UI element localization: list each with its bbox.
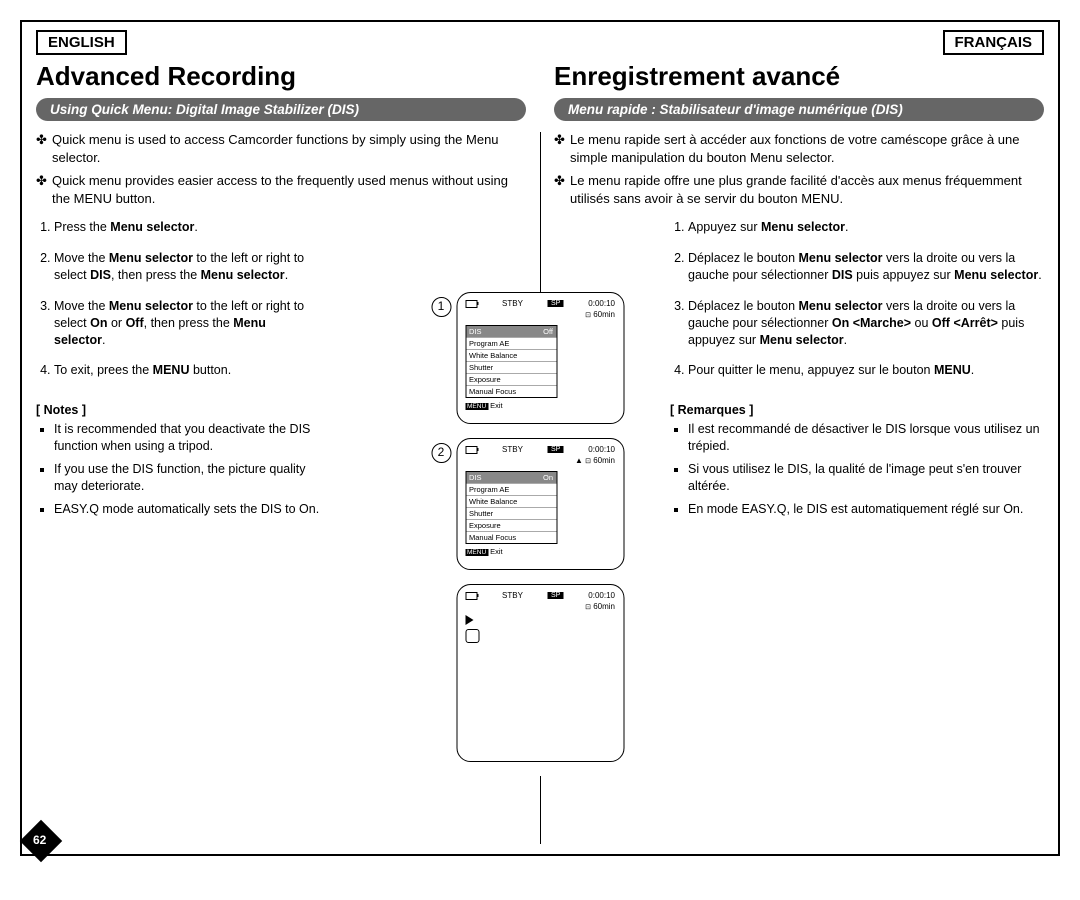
bullet: Le menu rapide sert à accéder aux foncti… bbox=[570, 131, 1044, 166]
bullet: Le menu rapide offre une plus grande fac… bbox=[570, 172, 1044, 207]
menu-item: Shutter bbox=[466, 508, 556, 520]
intro-bullets-french: Le menu rapide sert à accéder aux foncti… bbox=[554, 131, 1044, 207]
language-tag-french: FRANÇAIS bbox=[943, 30, 1045, 55]
stby-label: STBY bbox=[502, 299, 523, 308]
step: Press the Menu selector. bbox=[54, 219, 320, 236]
menu-item: Program AE bbox=[466, 338, 556, 350]
menu-item: Manual Focus bbox=[466, 532, 556, 543]
section-header-english: Using Quick Menu: Digital Image Stabiliz… bbox=[36, 98, 526, 121]
figure-number-2: 2 bbox=[431, 443, 451, 463]
battery-icon bbox=[465, 300, 477, 308]
time-label: 0:00:10 bbox=[588, 299, 615, 308]
bullet: Quick menu provides easier access to the… bbox=[52, 172, 526, 207]
time-label: 0:00:10 bbox=[588, 445, 615, 454]
intro-bullets-english: Quick menu is used to access Camcorder f… bbox=[36, 131, 526, 207]
tape-icon: ⊡ bbox=[585, 458, 591, 465]
lcd-screen-2: 2 STBY SP 0:00:10 ▲ ⊡ 60min DISOn Progra… bbox=[456, 438, 624, 570]
language-tag-english: ENGLISH bbox=[36, 30, 127, 55]
stby-label: STBY bbox=[502, 445, 523, 454]
note: It is recommended that you deactivate th… bbox=[54, 421, 320, 455]
manual-page: ENGLISH Advanced Recording Using Quick M… bbox=[20, 20, 1060, 856]
menu-button-label: MENU bbox=[465, 549, 488, 556]
stby-label: STBY bbox=[502, 591, 523, 600]
note: Il est recommandé de désactiver le DIS l… bbox=[688, 421, 1044, 455]
up-arrow-icon: ▲ bbox=[575, 456, 583, 465]
notes-label-french: [ Remarques ] bbox=[670, 403, 1044, 417]
exit-label: Exit bbox=[490, 401, 503, 410]
step: To exit, prees the MENU button. bbox=[54, 362, 320, 379]
sp-label: SP bbox=[548, 592, 563, 599]
menu-item: Exposure bbox=[466, 374, 556, 386]
steps-french: Appuyez sur Menu selector. Déplacez le b… bbox=[670, 219, 1044, 379]
menu-item: White Balance bbox=[466, 496, 556, 508]
page-number-badge: 62 bbox=[20, 826, 62, 856]
sp-label: SP bbox=[548, 300, 563, 307]
menu-item: White Balance bbox=[466, 350, 556, 362]
notes-label-english: [ Notes ] bbox=[36, 403, 320, 417]
dis-state-off: Off bbox=[543, 327, 553, 336]
bullet: Quick menu is used to access Camcorder f… bbox=[52, 131, 526, 166]
time-label: 0:00:10 bbox=[588, 591, 615, 600]
play-icon bbox=[465, 615, 473, 625]
page-number: 62 bbox=[33, 833, 46, 847]
title-english: Advanced Recording bbox=[36, 61, 526, 92]
step: Pour quitter le menu, appuyez sur le bou… bbox=[688, 362, 1044, 379]
step: Move the Menu selector to the left or ri… bbox=[54, 298, 320, 349]
section-header-french: Menu rapide : Stabilisateur d'image numé… bbox=[554, 98, 1044, 121]
note: If you use the DIS function, the picture… bbox=[54, 461, 320, 495]
lcd-screen-3: STBY SP 0:00:10 ⊡ 60min bbox=[456, 584, 624, 762]
menu-item: Manual Focus bbox=[466, 386, 556, 397]
menu-header: DIS bbox=[469, 327, 482, 336]
notes-english: It is recommended that you deactivate th… bbox=[36, 421, 320, 517]
steps-english: Press the Menu selector. Move the Menu s… bbox=[36, 219, 320, 379]
step: Appuyez sur Menu selector. bbox=[688, 219, 1044, 236]
step: Déplacez le bouton Menu selector vers la… bbox=[688, 298, 1044, 349]
battery-icon bbox=[465, 592, 477, 600]
dis-state-on: On bbox=[543, 473, 553, 482]
note: Si vous utilisez le DIS, la qualité de l… bbox=[688, 461, 1044, 495]
step: Move the Menu selector to the left or ri… bbox=[54, 250, 320, 284]
step: Déplacez le bouton Menu selector vers la… bbox=[688, 250, 1044, 284]
figure-number-1: 1 bbox=[431, 297, 451, 317]
menu-button-label: MENU bbox=[465, 403, 488, 410]
note: En mode EASY.Q, le DIS est automatiqueme… bbox=[688, 501, 1044, 518]
tape-icon: ⊡ bbox=[585, 604, 591, 611]
dis-hand-icon bbox=[465, 629, 479, 643]
remain-label: 60min bbox=[593, 456, 615, 465]
sp-label: SP bbox=[548, 446, 563, 453]
menu-item: Exposure bbox=[466, 520, 556, 532]
lcd-screen-1: 1 STBY SP 0:00:10 ⊡ 60min DISOff Program… bbox=[456, 292, 624, 424]
menu-item: Shutter bbox=[466, 362, 556, 374]
remain-label: 60min bbox=[593, 310, 615, 319]
notes-french: Il est recommandé de désactiver le DIS l… bbox=[670, 421, 1044, 517]
remain-label: 60min bbox=[593, 602, 615, 611]
quick-menu-1: DISOff Program AE White Balance Shutter … bbox=[465, 325, 557, 398]
title-french: Enregistrement avancé bbox=[554, 61, 1044, 92]
exit-label: Exit bbox=[490, 547, 503, 556]
menu-item: Program AE bbox=[466, 484, 556, 496]
quick-menu-2: DIS On Program AE White Balance Shutter E… bbox=[465, 471, 557, 544]
center-figures: 1 STBY SP 0:00:10 ⊡ 60min DISOff Program… bbox=[443, 292, 638, 776]
tape-icon: ⊡ bbox=[585, 312, 591, 319]
note: EASY.Q mode automatically sets the DIS t… bbox=[54, 501, 320, 518]
battery-icon bbox=[465, 446, 477, 454]
menu-header: DIS bbox=[469, 473, 482, 482]
